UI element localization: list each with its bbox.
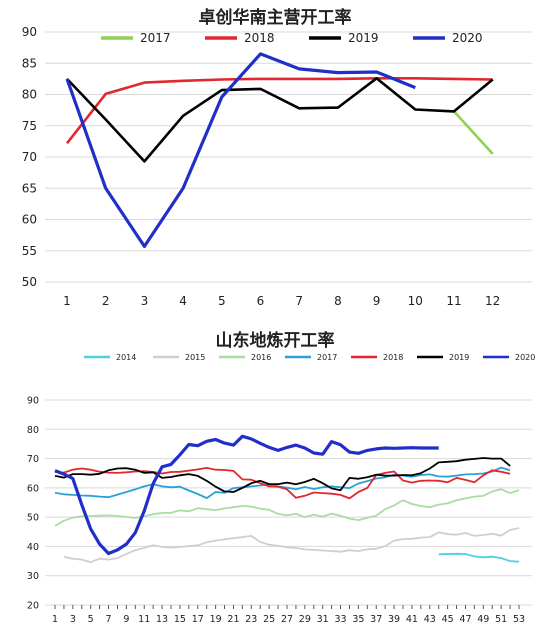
legend-label-2018: 2018: [244, 31, 275, 45]
series-line-2017: [453, 110, 494, 155]
series-line-2020: [54, 434, 439, 556]
x-tick-label: 33: [334, 614, 346, 625]
y-tick-label: 70: [27, 454, 39, 465]
y-tick-label: 85: [22, 56, 37, 70]
y-tick-label: 30: [27, 571, 39, 582]
x-tick-label: 7: [106, 614, 112, 625]
x-tick-label: 1: [52, 614, 58, 625]
y-tick-label: 60: [27, 483, 39, 494]
x-tick-label: 11: [446, 294, 461, 308]
x-tick-label: 53: [513, 614, 525, 625]
x-tick-label: 2: [102, 294, 110, 308]
x-tick-label: 15: [174, 614, 186, 625]
x-tick-label: 21: [227, 614, 239, 625]
y-tick-label: 40: [27, 542, 39, 553]
y-tick-label: 50: [27, 513, 39, 524]
series-line-2016: [54, 488, 520, 527]
y-tick-label: 80: [27, 425, 39, 436]
y-tick-label: 55: [22, 244, 37, 258]
x-tick-label: 3: [141, 294, 149, 308]
legend-label-2018: 2018: [383, 353, 403, 362]
x-tick-label: 13: [156, 614, 168, 625]
x-tick-label: 4: [179, 294, 187, 308]
x-tick-label: 51: [495, 614, 507, 625]
series-line-2019: [66, 77, 494, 163]
y-tick-label: 60: [22, 213, 37, 227]
series-line-2018: [65, 77, 493, 145]
legend-label-2016: 2016: [251, 353, 271, 362]
x-tick-label: 10: [408, 294, 423, 308]
x-tick-label: 3: [70, 614, 76, 625]
x-tick-label: 25: [263, 614, 275, 625]
series-line-2020: [65, 52, 416, 248]
chart2-title: 山东地炼开工率: [216, 330, 335, 351]
series-line-2019: [54, 457, 511, 493]
chart1-title: 卓创华南主营开工率: [199, 7, 352, 28]
legend-label-2015: 2015: [185, 353, 205, 362]
x-tick-label: 35: [352, 614, 364, 625]
series-line-2018: [54, 467, 511, 500]
x-tick-label: 1: [63, 294, 71, 308]
x-tick-label: 49: [477, 614, 489, 625]
x-tick-label: 23: [245, 614, 257, 625]
x-tick-label: 47: [459, 614, 471, 625]
legend-label-2019: 2019: [449, 353, 469, 362]
legend-label-2020: 2020: [452, 31, 483, 45]
legend-label-2019: 2019: [348, 31, 379, 45]
x-tick-label: 8: [334, 294, 342, 308]
y-tick-label: 80: [22, 88, 37, 102]
x-tick-label: 5: [88, 614, 94, 625]
x-tick-label: 19: [210, 614, 222, 625]
x-tick-label: 17: [192, 614, 204, 625]
x-tick-label: 9: [373, 294, 381, 308]
x-tick-label: 6: [257, 294, 265, 308]
series-line-2017: [54, 466, 511, 499]
x-tick-label: 11: [138, 614, 150, 625]
y-tick-label: 70: [22, 150, 37, 164]
x-tick-label: 5: [218, 294, 226, 308]
x-tick-label: 43: [424, 614, 436, 625]
y-tick-label: 90: [22, 25, 37, 39]
x-tick-label: 9: [123, 614, 129, 625]
legend-label-2014: 2014: [116, 353, 136, 362]
x-tick-label: 7: [295, 294, 303, 308]
x-tick-label: 37: [370, 614, 382, 625]
x-tick-label: 29: [299, 614, 311, 625]
x-tick-label: 27: [281, 614, 293, 625]
x-tick-label: 31: [317, 614, 329, 625]
legend-label-2017: 2017: [140, 31, 171, 45]
series-line-2014: [438, 552, 520, 563]
series-line-2015: [63, 527, 520, 564]
y-tick-label: 50: [22, 275, 37, 289]
y-tick-label: 65: [22, 181, 37, 195]
y-tick-label: 75: [22, 119, 37, 133]
legend-label-2020: 2020: [515, 353, 535, 362]
y-tick-label: 20: [27, 601, 39, 612]
y-tick-label: 90: [27, 396, 39, 407]
x-tick-label: 12: [485, 294, 500, 308]
legend-label-2017: 2017: [317, 353, 337, 362]
x-tick-label: 39: [388, 614, 400, 625]
x-tick-label: 45: [442, 614, 454, 625]
x-tick-label: 41: [406, 614, 418, 625]
